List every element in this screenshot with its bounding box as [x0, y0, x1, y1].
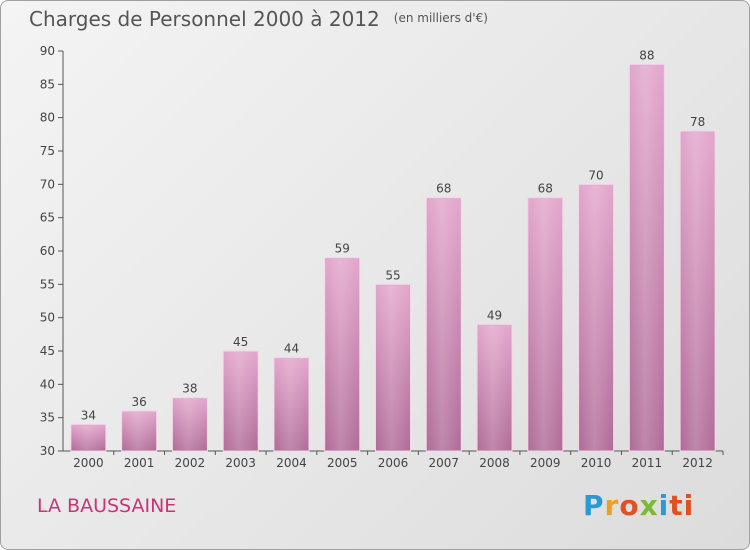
y-tick-label: 30 — [40, 444, 55, 458]
proxiti-logo: Proxiti — [583, 489, 695, 522]
y-tick-label: 50 — [40, 311, 55, 325]
y-tick-label: 55 — [40, 277, 55, 291]
y-tick-label: 75 — [40, 144, 55, 158]
x-tick-label: 2010 — [581, 456, 612, 470]
y-tick-label: 45 — [40, 344, 55, 358]
data-label: 45 — [233, 335, 248, 349]
x-tick-label: 2006 — [378, 456, 409, 470]
chart-subtitle: (en milliers d'€) — [393, 11, 488, 25]
bar-highlight-2002 — [173, 398, 207, 450]
chart-title: Charges de Personnel 2000 à 2012 (en mill… — [29, 7, 488, 31]
data-label: 68 — [538, 182, 553, 196]
x-tick-label: 2002 — [175, 456, 206, 470]
data-label: 44 — [284, 342, 299, 356]
bar-highlight-2004 — [274, 358, 308, 450]
bar-highlight-2011 — [630, 65, 664, 450]
bar-highlight-2005 — [325, 258, 359, 450]
bar-highlight-2007 — [427, 198, 461, 450]
x-tick-label: 2005 — [327, 456, 358, 470]
y-tick-label: 60 — [40, 244, 55, 258]
bar-highlight-2003 — [224, 352, 258, 450]
y-tick-label: 65 — [40, 211, 55, 225]
bar-highlight-2012 — [681, 132, 715, 450]
data-label: 34 — [81, 408, 96, 422]
chart-data-labels: 34 36 38 45 44 59 55 68 49 68 70 88 78 — [81, 48, 706, 422]
y-tick-label: 70 — [40, 177, 55, 191]
y-tick-label: 35 — [40, 411, 55, 425]
data-label: 88 — [639, 48, 654, 62]
x-tick-label: 2007 — [428, 456, 459, 470]
x-tick-label: 2004 — [276, 456, 307, 470]
x-tick-label: 2003 — [225, 456, 256, 470]
bar-highlight-2006 — [376, 285, 410, 450]
x-tick-label: 2008 — [479, 456, 510, 470]
data-label: 55 — [385, 268, 400, 282]
data-label: 70 — [588, 168, 603, 182]
x-tick-label: 2012 — [682, 456, 713, 470]
data-label: 68 — [436, 182, 451, 196]
y-tick-label: 80 — [40, 111, 55, 125]
x-tick-label: 2001 — [124, 456, 155, 470]
x-tick-label: 2009 — [530, 456, 561, 470]
x-tick-label: 2011 — [632, 456, 663, 470]
data-label: 38 — [182, 382, 197, 396]
bar-highlight-2001 — [122, 412, 156, 450]
bar-highlight-2008 — [478, 325, 512, 450]
commune-name: LA BAUSSAINE — [37, 495, 177, 517]
chart-bars — [70, 63, 716, 452]
y-tick-label: 90 — [40, 44, 55, 58]
data-label: 49 — [487, 308, 502, 322]
y-tick-label: 40 — [40, 377, 55, 391]
chart-title-text: Charges de Personnel 2000 à 2012 — [29, 7, 380, 31]
bar-highlight-2010 — [579, 185, 613, 451]
data-label: 36 — [132, 395, 147, 409]
data-label: 59 — [335, 242, 350, 256]
data-label: 78 — [690, 115, 705, 129]
x-tick-label: 2000 — [73, 456, 104, 470]
bar-highlight-2000 — [71, 425, 105, 450]
chart-axes: 30 35 40 45 50 55 60 65 70 75 80 85 90 2000 2001 2002 20… — [40, 44, 724, 470]
y-tick-label: 85 — [40, 77, 55, 91]
bar-highlight-2009 — [528, 198, 562, 450]
